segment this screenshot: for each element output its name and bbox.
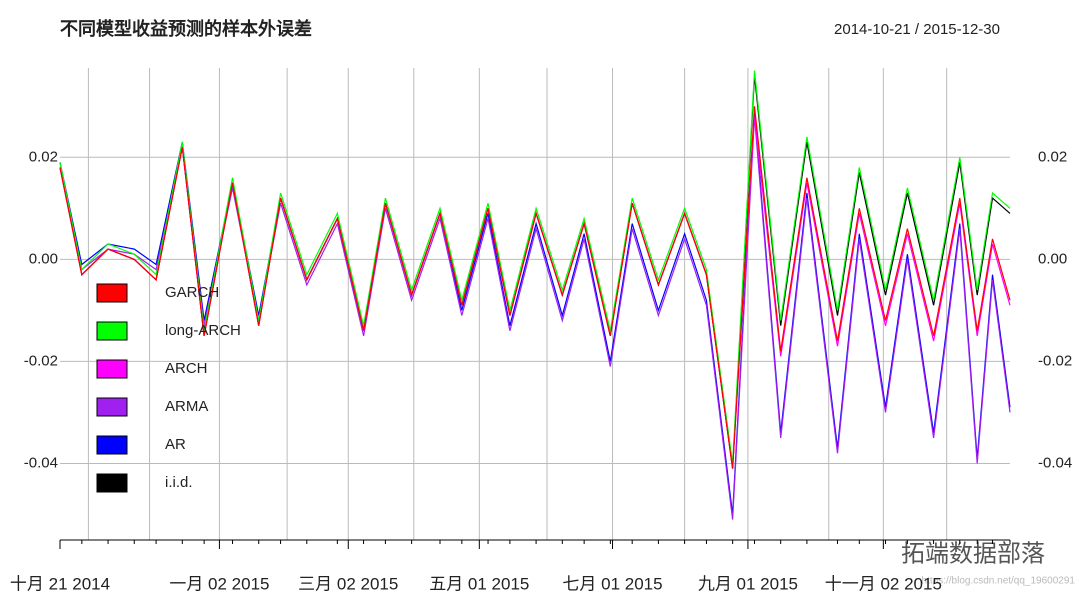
x-tick-label: 十月 21 2014: [10, 574, 110, 593]
legend-label: i.i.d.: [165, 474, 193, 491]
y-tick-label-right: -0.04: [1038, 454, 1072, 471]
x-tick-label: 七月 01 2015: [562, 574, 662, 593]
x-tick-label: 五月 01 2015: [429, 574, 529, 593]
series-line: [59, 70, 1011, 464]
legend-swatch: [96, 359, 128, 379]
legend-label: GARCH: [165, 284, 219, 301]
y-tick-label: -0.04: [24, 454, 58, 471]
x-tick-label: 三月 02 2015: [298, 574, 398, 593]
watermark: 拓端数据部落: [901, 540, 1045, 567]
legend-swatch: [96, 321, 128, 341]
y-tick-label: 0.02: [29, 148, 58, 165]
legend-label: AR: [165, 436, 186, 453]
source-note: https://blog.csdn.net/qq_19600291: [922, 576, 1076, 587]
series-line: [59, 106, 1011, 469]
x-tick-label: 一月 02 2015: [169, 574, 269, 593]
y-tick-label-right: -0.02: [1038, 352, 1072, 369]
legend-label: long-ARCH: [165, 322, 241, 339]
legend-label: ARMA: [165, 398, 208, 415]
legend-swatch: [96, 473, 128, 493]
chart-title: 不同模型收益预测的样本外误差: [60, 18, 312, 39]
legend-swatch: [96, 397, 128, 417]
x-tick-label: 十一月 02 2015: [825, 574, 942, 593]
legend-swatch: [96, 283, 128, 303]
chart-subtitle: 2014-10-21 / 2015-12-30: [834, 21, 1000, 38]
y-tick-label-right: 0.00: [1038, 250, 1067, 267]
y-tick-label-right: 0.02: [1038, 148, 1067, 165]
legend-label: ARCH: [165, 360, 208, 377]
y-tick-label: -0.02: [24, 352, 58, 369]
y-tick-label: 0.00: [29, 250, 58, 267]
x-tick-label: 九月 01 2015: [698, 574, 798, 593]
legend-swatch: [96, 435, 128, 455]
